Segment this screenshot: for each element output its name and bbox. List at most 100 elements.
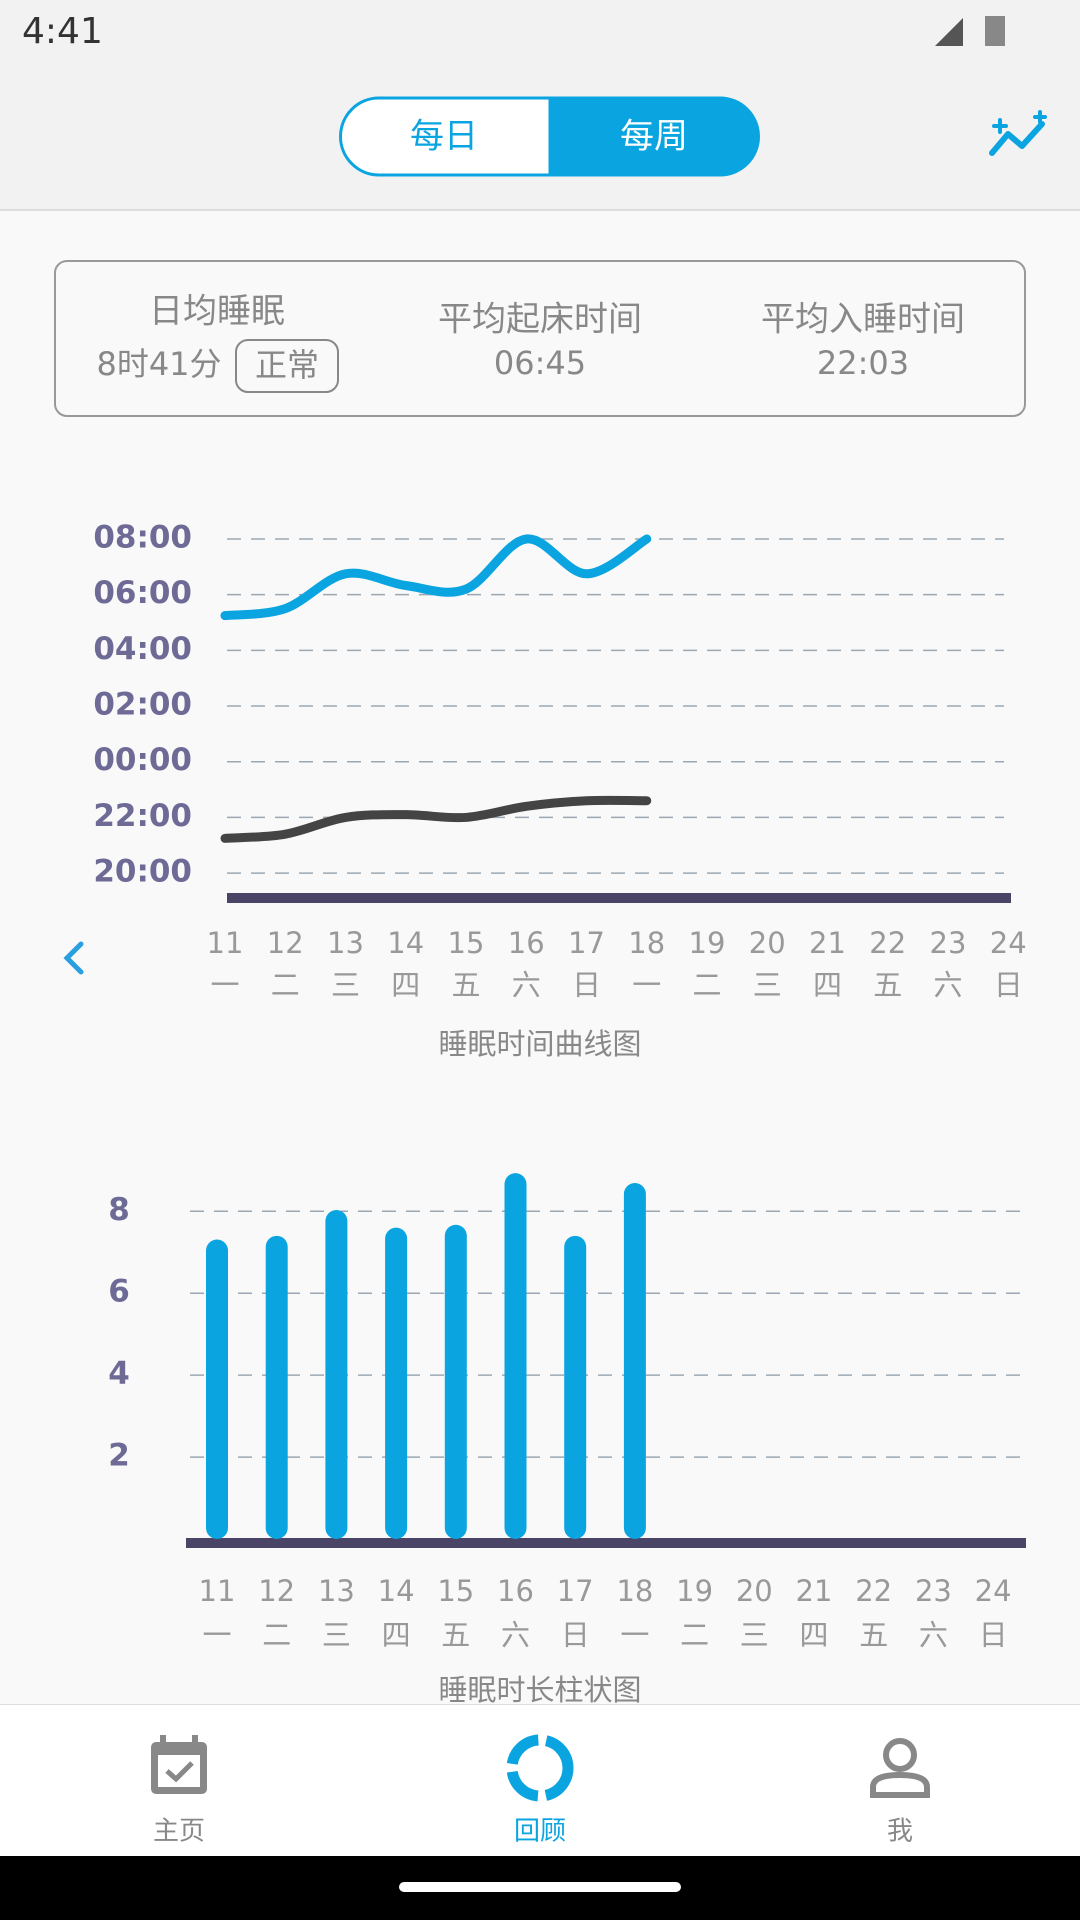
me-icon[interactable] (870, 1738, 930, 1798)
status-time: 4:41 (22, 11, 103, 52)
bar (265, 1235, 288, 1539)
home-icon[interactable] (151, 1735, 207, 1794)
x-tick-label: 15 (437, 1574, 474, 1608)
weekday-label: 一 (620, 1618, 649, 1652)
x-tick-label: 13 (327, 926, 364, 960)
weekday-label: 三 (753, 968, 782, 1002)
nav-me[interactable]: 我 (887, 1817, 913, 1847)
avg-wake-value: 06:45 (494, 344, 586, 382)
summary-box (54, 260, 1026, 417)
tab-daily-label[interactable]: 每日 (410, 117, 478, 157)
x-tick-label: 23 (915, 1574, 952, 1608)
nav-review[interactable]: 回顾 (514, 1817, 566, 1847)
tab-weekly-label[interactable]: 每周 (620, 117, 688, 157)
weekday-label: 一 (210, 968, 239, 1002)
weekday-label: 日 (994, 968, 1023, 1002)
bar (623, 1182, 646, 1539)
y-tick-label: 2 (108, 1438, 130, 1474)
bar (444, 1224, 467, 1539)
series-line (220, 534, 652, 621)
x-tick-label: 20 (749, 926, 786, 960)
y-tick-label: 4 (108, 1356, 130, 1392)
nav-home[interactable]: 主页 (153, 1817, 205, 1847)
x-tick-label: 15 (448, 926, 485, 960)
weekday-label: 六 (933, 968, 962, 1002)
status-text: 正常 (255, 346, 319, 384)
x-tick-label: 21 (809, 926, 846, 960)
avg-sleep-label: 平均入睡时间 (761, 300, 965, 340)
x-tick-label: 24 (975, 1574, 1012, 1608)
status-badge (235, 339, 339, 393)
weekday-label: 二 (680, 1618, 709, 1652)
x-tick-label: 19 (689, 926, 726, 960)
signal-icon (935, 18, 963, 46)
weekday-label: 日 (561, 1618, 590, 1652)
weekday-label: 二 (271, 968, 300, 1002)
weekday-label: 四 (382, 1618, 411, 1652)
bar (504, 1173, 527, 1539)
nav-icons: 主页 回顾 我 (151, 1734, 930, 1847)
battery-icon (985, 16, 1005, 46)
y-tick-label: 20:00 (93, 854, 192, 890)
y-tick-label: 6 (108, 1274, 130, 1310)
weekday-label: 五 (873, 968, 902, 1002)
series-line (220, 795, 652, 843)
x-tick-label: 24 (990, 926, 1027, 960)
avg-sleep-value: 22:03 (817, 344, 909, 382)
x-tick-label: 13 (318, 1574, 355, 1608)
y-tick-label: 22:00 (93, 798, 192, 834)
weekday-label: 四 (813, 968, 842, 1002)
weekday-label: 三 (331, 968, 360, 1002)
x-tick-label: 11 (199, 1574, 236, 1608)
y-tick-label: 8 (108, 1192, 130, 1228)
y-tick-label: 06:00 (93, 575, 192, 611)
x-tick-label: 16 (497, 1574, 534, 1608)
weekday-label: 六 (919, 1618, 948, 1652)
tab-daily[interactable] (339, 96, 552, 177)
x-tick-label: 12 (267, 926, 304, 960)
x-tick-label: 23 (930, 926, 967, 960)
daily-sleep-value: 8时41分 (96, 345, 221, 383)
home-indicator (399, 1882, 681, 1892)
x-tick-label: 16 (508, 926, 545, 960)
review-icon[interactable] (506, 1734, 574, 1802)
x-tick-label: 22 (855, 1574, 892, 1608)
weekday-label: 四 (799, 1618, 828, 1652)
tab-weekly[interactable] (548, 96, 760, 177)
weekday-label: 一 (202, 1618, 231, 1652)
x-tick-label: 14 (387, 926, 424, 960)
weekday-label: 三 (740, 1618, 769, 1652)
x-tick-label: 20 (736, 1574, 773, 1608)
trend-icon[interactable] (989, 110, 1047, 156)
x-tick-label: 17 (568, 926, 605, 960)
content: 4:41 每日 每周 日均睡眠 8时41分 正常 平均起床时间 06:45 平均… (0, 11, 1080, 1704)
y-tick-label: 04:00 (93, 631, 192, 667)
weekday-label: 五 (441, 1618, 470, 1652)
weekday-label: 五 (859, 1618, 888, 1652)
chart-title: 睡眠时间曲线图 (438, 1027, 641, 1061)
weekday-label: 一 (632, 968, 661, 1002)
x-tick-label: 18 (616, 1574, 653, 1608)
weekday-label: 二 (692, 968, 721, 1002)
y-tick-label: 02:00 (93, 687, 192, 723)
x-tick-label: 17 (557, 1574, 594, 1608)
weekday-label: 日 (572, 968, 601, 1002)
weekday-label: 六 (501, 1618, 530, 1652)
y-tick-label: 00:00 (93, 742, 192, 778)
bar (564, 1235, 587, 1539)
bar (206, 1239, 228, 1539)
daily-sleep-label: 日均睡眠 (149, 292, 285, 332)
prev-week-button[interactable] (63, 941, 84, 975)
x-tick-label: 14 (378, 1574, 415, 1608)
y-tick-label: 08:00 (93, 520, 192, 556)
x-tick-label: 12 (258, 1574, 295, 1608)
bar (325, 1210, 348, 1539)
x-tick-label: 18 (628, 926, 665, 960)
weekday-label: 五 (451, 968, 480, 1002)
bottom-nav: 主页 回顾 我 (0, 1704, 1080, 1857)
avg-wake-label: 平均起床时间 (438, 300, 642, 340)
weekday-label: 四 (391, 968, 420, 1002)
x-tick-label: 21 (796, 1574, 833, 1608)
weekday-label: 二 (262, 1618, 291, 1652)
